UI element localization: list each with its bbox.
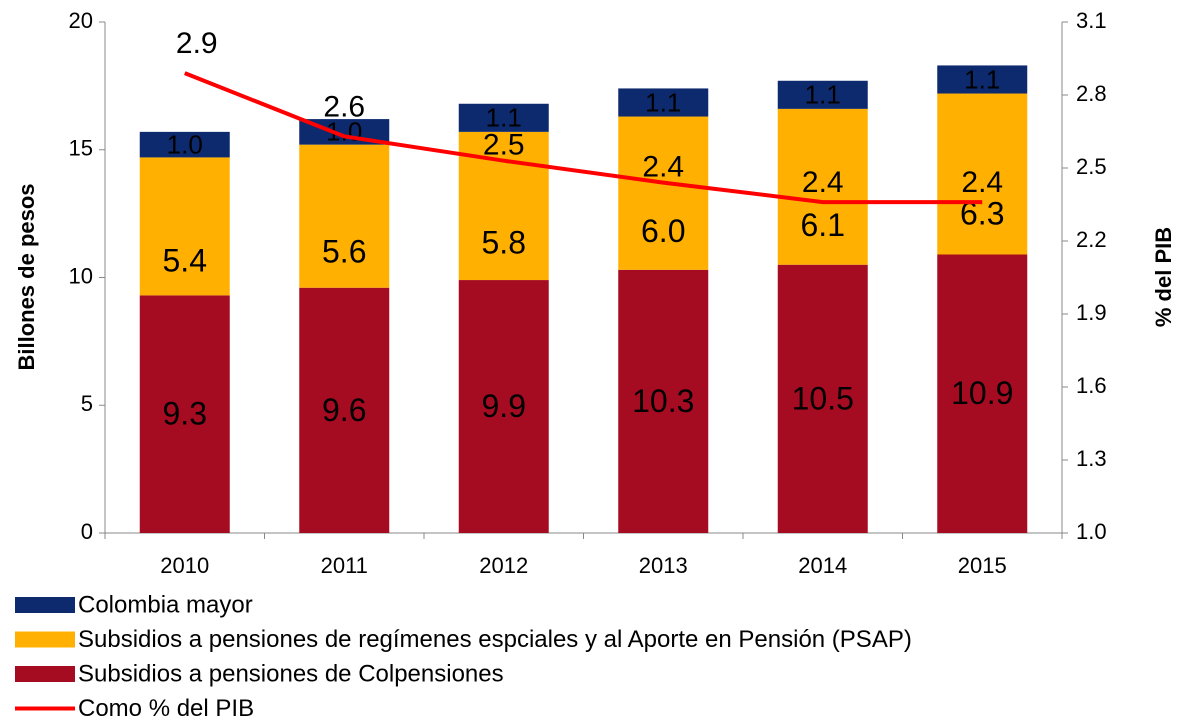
y-axis-label: Billones de pesos (14, 183, 39, 370)
data-label: 10.3 (632, 383, 694, 419)
bar-segment (937, 93, 1028, 255)
x-tick-label: 2015 (958, 553, 1007, 578)
y2-tick-label: 1.3 (1076, 446, 1107, 471)
x-tick-label: 2013 (639, 553, 688, 578)
data-label: 10.9 (951, 375, 1013, 411)
y2-tick-label: 2.8 (1076, 81, 1107, 106)
bar-segment (618, 269, 709, 533)
x-tick-label: 2012 (479, 553, 528, 578)
bar-segment (458, 280, 549, 533)
y-tick-label: 20 (69, 8, 93, 33)
y2-tick-label: 1.0 (1076, 519, 1107, 544)
line-label: 2.4 (802, 166, 844, 199)
y2-tick-label: 2.2 (1076, 227, 1107, 252)
bar-segment (777, 264, 868, 533)
x-tick-label: 2014 (798, 553, 847, 578)
x-tick-label: 2011 (321, 553, 368, 578)
legend-swatch (15, 597, 75, 613)
bar-segment (937, 65, 1028, 94)
y2-tick-label: 3.1 (1076, 8, 1107, 33)
legend-label: Subsidios a pensiones de regímenes espci… (78, 626, 912, 653)
data-label: 1.1 (805, 80, 841, 110)
line-series (184, 71, 983, 205)
bar-segment (299, 144, 390, 288)
data-label: 1.1 (964, 64, 1000, 94)
legend-swatch (15, 631, 75, 648)
data-label: 6.0 (641, 213, 685, 249)
bar-segment (139, 157, 230, 296)
line-label: 2.4 (961, 166, 1003, 199)
line-label: 2.5 (483, 129, 525, 162)
legend-label: Subsidios a pensiones de Colpensiones (78, 660, 504, 687)
y2-axis-label: % del PIB (1151, 227, 1176, 327)
data-label: 1.1 (645, 87, 681, 117)
bar-segment (937, 254, 1028, 533)
legend-label: Colombia mayor (78, 591, 253, 618)
data-label: 5.4 (163, 242, 207, 278)
bar-segment (458, 103, 549, 132)
legend-swatch (15, 666, 75, 682)
bar-segment (777, 108, 868, 265)
y2-tick-label: 1.9 (1076, 300, 1107, 325)
y-tick-label: 15 (69, 136, 93, 161)
data-label: 5.6 (322, 233, 366, 269)
y-tick-label: 0 (81, 519, 93, 544)
line-label: 2.4 (642, 151, 684, 184)
data-label: 1.1 (486, 103, 522, 133)
y-tick-label: 10 (69, 263, 93, 288)
data-label: 5.8 (482, 224, 526, 260)
line-label: 2.9 (176, 27, 218, 60)
data-label: 9.9 (482, 388, 526, 424)
x-tick-label: 2010 (160, 553, 209, 578)
line-label: 2.6 (323, 90, 365, 123)
bar-segment (139, 131, 230, 158)
y2-tick-label: 1.6 (1076, 373, 1107, 398)
legend-label: Como % del PIB (78, 695, 254, 722)
y2-tick-label: 2.5 (1076, 154, 1107, 179)
data-label: 1.0 (167, 130, 203, 160)
bar-segment (139, 295, 230, 533)
data-label: 9.6 (322, 392, 366, 428)
bar-segment (618, 116, 709, 270)
y-tick-label: 5 (81, 391, 93, 416)
data-label: 9.3 (163, 396, 207, 432)
bar-segment (777, 80, 868, 109)
bar-segment (299, 287, 390, 533)
data-label: 6.1 (801, 207, 845, 243)
data-label: 10.5 (792, 380, 854, 416)
bar-segment (618, 88, 709, 117)
